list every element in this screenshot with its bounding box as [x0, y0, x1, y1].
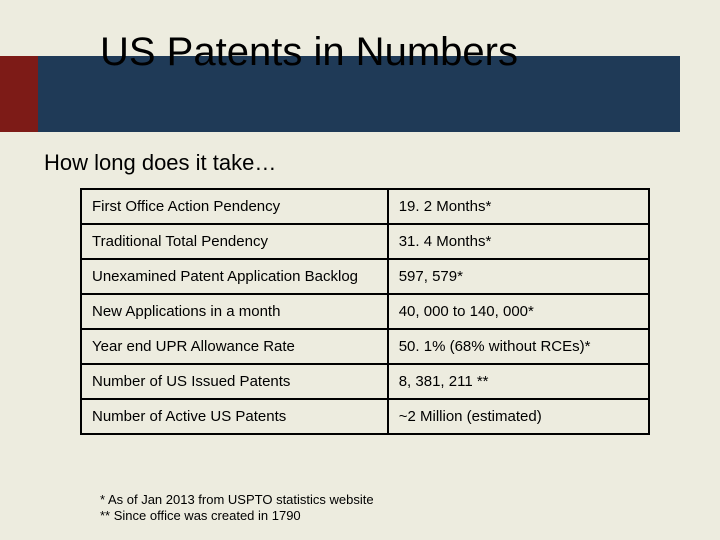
- table-cell-label: Number of Active US Patents: [81, 399, 388, 434]
- footnotes: * As of Jan 2013 from USPTO statistics w…: [100, 492, 374, 525]
- table-cell-label: Traditional Total Pendency: [81, 224, 388, 259]
- data-table: First Office Action Pendency 19. 2 Month…: [80, 188, 650, 435]
- table-cell-value: 8, 381, 211 **: [388, 364, 649, 399]
- table-cell-label: Unexamined Patent Application Backlog: [81, 259, 388, 294]
- table-row: Unexamined Patent Application Backlog 59…: [81, 259, 649, 294]
- footnote-line: * As of Jan 2013 from USPTO statistics w…: [100, 492, 374, 508]
- table-cell-label: Year end UPR Allowance Rate: [81, 329, 388, 364]
- page-subtitle: How long does it take…: [44, 150, 276, 176]
- table-cell-label: First Office Action Pendency: [81, 189, 388, 224]
- table-cell-value: 597, 579*: [388, 259, 649, 294]
- table-row: Traditional Total Pendency 31. 4 Months*: [81, 224, 649, 259]
- table-cell-label: New Applications in a month: [81, 294, 388, 329]
- accent-bar: [0, 56, 38, 132]
- table-cell-value: 50. 1% (68% without RCEs)*: [388, 329, 649, 364]
- table-cell-value: 40, 000 to 140, 000*: [388, 294, 649, 329]
- table-cell-value: ~2 Million (estimated): [388, 399, 649, 434]
- page-title: US Patents in Numbers: [100, 30, 660, 75]
- table-cell-value: 31. 4 Months*: [388, 224, 649, 259]
- table-row: Number of Active US Patents ~2 Million (…: [81, 399, 649, 434]
- footnote-line: ** Since office was created in 1790: [100, 508, 374, 524]
- table-row: Number of US Issued Patents 8, 381, 211 …: [81, 364, 649, 399]
- table-cell-value: 19. 2 Months*: [388, 189, 649, 224]
- table-row: First Office Action Pendency 19. 2 Month…: [81, 189, 649, 224]
- table-row: New Applications in a month 40, 000 to 1…: [81, 294, 649, 329]
- table-cell-label: Number of US Issued Patents: [81, 364, 388, 399]
- table-row: Year end UPR Allowance Rate 50. 1% (68% …: [81, 329, 649, 364]
